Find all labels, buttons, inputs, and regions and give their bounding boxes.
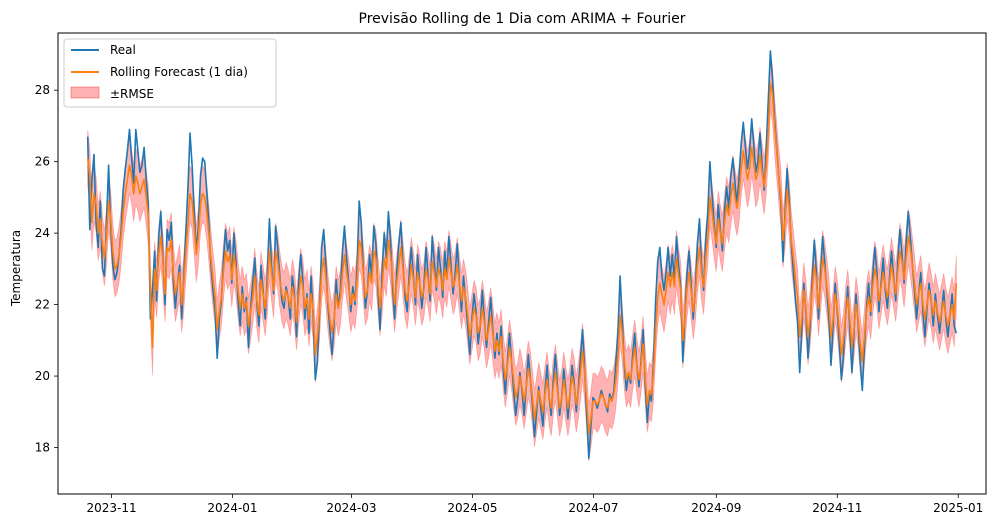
x-tick-label: 2024-09 [691,501,741,515]
legend: Real Rolling Forecast (1 dia) ±RMSE [63,38,277,108]
y-tick-label: 26 [35,155,50,169]
legend-swatch-rmse [70,86,100,99]
series-line-forecast [86,82,958,435]
y-axis-label: Temperatura [9,230,23,307]
plot-area [86,50,958,462]
y-tick-label: 18 [35,441,50,455]
x-tick-label: 2025-01 [933,501,983,515]
legend-label-rmse: ±RMSE [110,87,154,101]
x-tick-label: 2024-07 [568,501,618,515]
x-tick-label: 2024-01 [207,501,257,515]
plot-frame [57,32,987,495]
x-tick-label: 2023-11 [86,501,136,515]
x-tick-label: 2024-11 [812,501,862,515]
legend-box [63,38,277,108]
y-tick-label: 28 [35,83,50,97]
x-axis: 2023-11 2024-01 2024-03 2024-05 2024-07 2024-… [86,494,983,515]
legend-label-forecast: Rolling Forecast (1 dia) [110,65,248,79]
y-tick-label: 22 [35,298,50,312]
legend-label-real: Real [110,43,136,57]
x-tick-label: 2024-03 [326,501,376,515]
y-axis: 18 20 22 24 26 28 [35,83,58,455]
y-tick-label: 24 [35,226,50,240]
x-tick-label: 2024-05 [447,501,497,515]
y-tick-label: 20 [35,369,50,383]
chart-title: Previsão Rolling de 1 Dia com ARIMA + Fo… [359,11,686,27]
